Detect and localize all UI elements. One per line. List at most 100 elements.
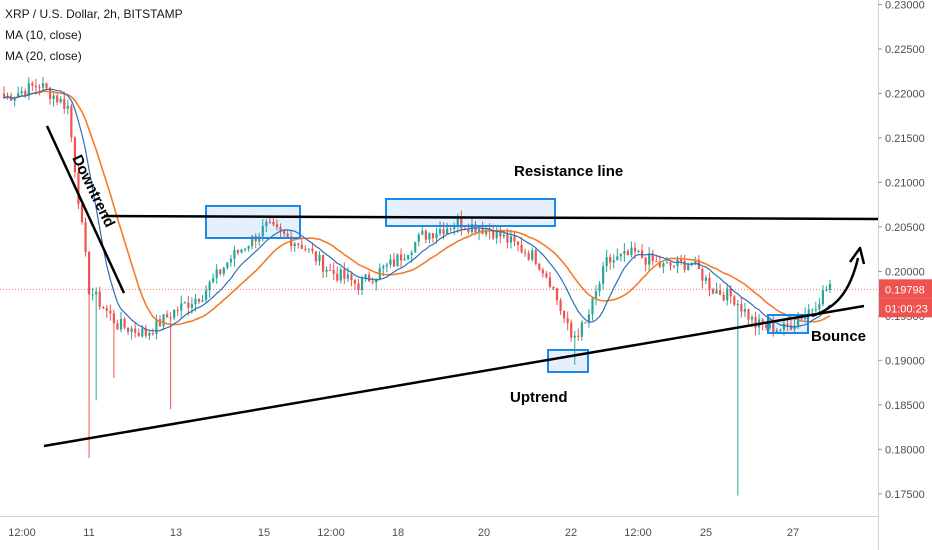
countdown-tag-label: 01:00:23 (885, 303, 928, 315)
ma10-label[interactable]: MA (10, close) (5, 28, 82, 42)
candle-body (130, 328, 133, 332)
candle-body (524, 252, 527, 254)
ma20-label[interactable]: MA (20, close) (5, 49, 82, 63)
candle-body (605, 256, 608, 267)
candle-body (336, 273, 339, 281)
y-tick-label: 0.18500 (885, 400, 925, 412)
candle-body (736, 304, 739, 306)
candle-body (137, 332, 140, 337)
price-tag (879, 279, 932, 299)
candle-body (105, 308, 108, 311)
candle-body (743, 309, 747, 312)
candle-body (765, 324, 768, 328)
candle-body (212, 278, 215, 283)
candle-body (364, 274, 367, 279)
candle-body (410, 252, 413, 256)
candle-body (80, 204, 84, 223)
candle-body (148, 332, 151, 336)
candle-body (609, 256, 612, 263)
x-tick-label: 12:00 (624, 527, 652, 539)
candle-body (385, 264, 388, 267)
candle-body (102, 306, 105, 309)
candle-body (360, 278, 364, 291)
x-tick-label: 25 (700, 527, 712, 539)
candle-body (648, 253, 651, 265)
candle-body (389, 259, 392, 265)
candle-body (396, 254, 399, 267)
candle-body (782, 323, 786, 330)
candle-body (665, 262, 669, 264)
x-tick-label: 18 (392, 527, 404, 539)
candle-body (272, 221, 275, 225)
candle-body (314, 251, 318, 262)
symbol-label[interactable]: XRP / U.S. Dollar, 2h, BITSTAMP (5, 7, 183, 21)
candle-body (438, 229, 442, 234)
candle-body (84, 222, 87, 253)
candle-body (772, 322, 775, 333)
candle-body (548, 277, 552, 287)
candle-body (591, 298, 594, 315)
candle-body (34, 85, 37, 88)
candle-body (300, 244, 303, 249)
candle-body (304, 248, 307, 250)
candle-body (190, 304, 193, 308)
candle-body (513, 236, 516, 242)
candle-body (95, 291, 98, 295)
candle-body (162, 314, 165, 327)
candle-body (555, 288, 559, 301)
candle-body (453, 226, 456, 229)
candle-body (570, 322, 573, 338)
candle-body (623, 250, 626, 254)
candle-body (662, 263, 665, 267)
candle-body (346, 274, 349, 279)
candle-body (456, 218, 459, 227)
resistance-annotation: Resistance line (514, 163, 623, 180)
candle-body (428, 233, 431, 240)
x-tick-label: 15 (258, 527, 270, 539)
candle-body (268, 221, 271, 223)
candle-body (818, 304, 821, 310)
candle-body (392, 259, 396, 267)
candle-body (353, 280, 357, 284)
candle-body (527, 253, 530, 260)
candle-body (382, 266, 385, 269)
candle-body (169, 317, 172, 319)
candle-body (208, 282, 211, 291)
candle-body (282, 230, 286, 234)
candle-body (41, 83, 45, 88)
candle-body (151, 332, 154, 335)
y-tick-label: 0.19000 (885, 355, 925, 367)
y-tick-label: 0.20000 (885, 266, 925, 278)
candle-body (123, 318, 126, 328)
candle-body (119, 318, 123, 330)
candle-body (275, 224, 279, 228)
x-tick-label: 12:00 (8, 527, 36, 539)
resistance-line (103, 214, 879, 221)
candle-body (775, 330, 778, 333)
x-tick-label: 27 (787, 527, 799, 539)
candle-body (534, 250, 537, 264)
candle-body (644, 257, 647, 265)
candle-body (750, 316, 754, 320)
candle-body (2, 93, 6, 98)
candle-body (821, 290, 825, 305)
candle-body (343, 269, 346, 279)
candle-body (399, 254, 403, 261)
candle-body (828, 283, 832, 290)
candle-body (371, 281, 374, 283)
y-tick-label: 0.21000 (885, 177, 925, 189)
downtrend-line (45, 125, 126, 294)
candle-body (176, 309, 179, 311)
uptrend-line (43, 304, 865, 448)
candle-body (77, 172, 80, 205)
x-tick-label: 11 (83, 527, 94, 539)
candle-body (800, 318, 803, 320)
y-tick-label: 0.22500 (885, 44, 925, 56)
candle-body (215, 269, 218, 279)
uptrend-annotation: Uptrend (510, 389, 568, 406)
candle-body (424, 230, 427, 240)
candle-body (197, 298, 201, 302)
candle-body (722, 294, 725, 301)
candle-body (219, 269, 222, 274)
